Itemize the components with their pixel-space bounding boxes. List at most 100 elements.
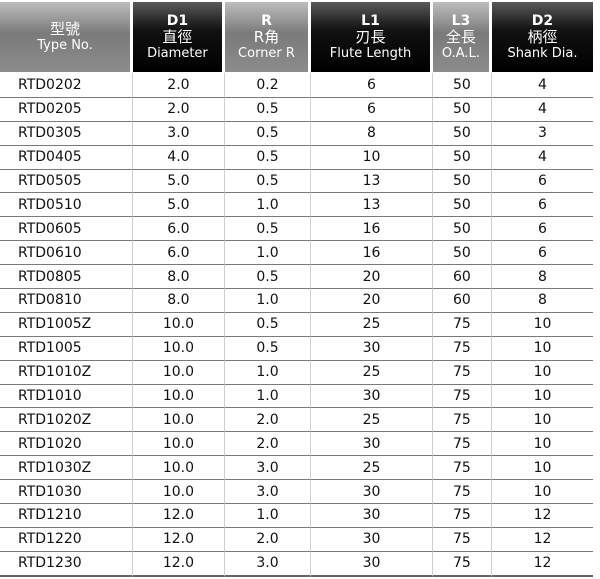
cell-shank-dia: 10 [491,456,593,481]
cell-type-no: RTD1220 [0,527,133,552]
cell-diameter: 5.0 [133,169,225,194]
cell-type-no: RTD1005 [0,336,133,361]
cell-type-no: RTD1020 [0,432,133,457]
cell-shank-dia: 12 [491,552,593,577]
cell-corner-r: 0.5 [224,265,312,290]
cell-type-no: RTD0305 [0,121,133,146]
cell-flute-length: 13 [311,193,433,218]
cell-oal: 75 [432,504,492,528]
header-en: Shank Dia. [507,45,578,61]
header-code: R [261,12,272,29]
cell-diameter: 12.0 [133,551,225,577]
cell-shank-dia: 10 [491,313,593,337]
cell-oal: 75 [432,432,492,457]
cell-diameter: 5.0 [133,193,225,218]
header-type-no: 型號 Type No. [0,2,133,72]
cell-diameter: 6.0 [133,241,225,266]
cell-type-no: RTD1030 [0,480,133,505]
cell-corner-r: 0.5 [224,145,312,170]
cell-type-no: RTD0405 [0,145,133,170]
cell-shank-dia: 10 [491,408,593,433]
cell-flute-length: 6 [311,72,433,98]
cell-corner-r: 0.5 [224,312,312,337]
cell-flute-length: 16 [311,241,433,266]
cell-oal: 50 [432,193,492,218]
header-oal: L3 全長 O.A.L. [432,2,492,72]
header-en: Corner R [238,45,295,61]
cell-shank-dia: 4 [491,146,593,170]
cell-flute-length: 30 [311,384,433,409]
table-row: RTD1210 12.0 1.0 30 75 12 [0,504,593,528]
header-en: Diameter [147,45,208,61]
table-row: RTD1010Z 10.0 1.0 25 75 10 [0,360,593,385]
cell-corner-r: 0.5 [224,217,312,242]
cell-diameter: 12.0 [133,504,225,528]
cell-flute-length: 25 [311,408,433,433]
header-cjk: R角 [253,27,280,46]
table-row: RTD1005Z 10.0 0.5 25 75 10 [0,312,593,337]
cell-type-no: RTD0610 [0,241,133,266]
cell-shank-dia: 3 [491,122,593,146]
cell-diameter: 2.0 [133,97,225,122]
cell-oal: 75 [432,480,492,505]
cell-type-no: RTD1210 [0,504,133,528]
cell-oal: 50 [432,169,492,194]
cell-type-no: RTD1005Z [0,312,133,337]
cell-shank-dia: 10 [491,385,593,409]
cell-flute-length: 30 [311,432,433,457]
cell-diameter: 10.0 [133,480,225,505]
header-code: L3 [451,12,471,29]
cell-shank-dia: 10 [491,432,593,457]
table-body: RTD0202 2.0 0.2 6 50 4 RTD0205 2.0 0.5 6 50 4 RTD030… [0,72,593,577]
table-row: RTD1005 10.0 0.5 30 75 10 [0,336,593,361]
cell-corner-r: 1.0 [224,504,312,528]
cell-oal: 75 [432,336,492,361]
cell-diameter: 3.0 [133,121,225,146]
table-row: RTD0202 2.0 0.2 6 50 4 [0,72,593,98]
header-cjk: 型號 [49,20,80,38]
table-row: RTD0605 6.0 0.5 16 50 6 [0,217,593,242]
header-row: 型號 Type No. D1 直徑 Diameter R R角 Corner R L1 刃長 Flu… [0,2,593,72]
cell-flute-length: 16 [311,217,433,242]
table-row: RTD1010 10.0 1.0 30 75 10 [0,384,593,409]
cell-corner-r: 0.2 [224,72,312,98]
cell-shank-dia: 12 [491,528,593,552]
cell-corner-r: 1.0 [224,193,312,218]
header-cjk: 直徑 [162,27,193,46]
cell-diameter: 10.0 [133,312,225,337]
cell-oal: 50 [432,241,492,266]
header-cjk: 刃長 [355,27,386,46]
cell-shank-dia: 4 [491,98,593,122]
table-row: RTD0405 4.0 0.5 10 50 4 [0,145,593,170]
cell-oal: 75 [432,360,492,385]
cell-diameter: 8.0 [133,289,225,313]
cell-corner-r: 3.0 [224,456,312,481]
cell-diameter: 2.0 [133,72,225,98]
header-code: D2 [531,12,554,29]
cell-shank-dia: 4 [491,72,593,98]
cell-oal: 75 [432,456,492,481]
cell-oal: 75 [432,384,492,409]
cell-shank-dia: 10 [491,337,593,361]
cell-corner-r: 0.5 [224,336,312,361]
cell-oal: 50 [432,145,492,170]
cell-type-no: RTD0605 [0,217,133,242]
cell-flute-length: 13 [311,169,433,194]
cell-oal: 50 [432,72,492,98]
cell-shank-dia: 6 [491,170,593,194]
table-row: RTD0510 5.0 1.0 13 50 6 [0,193,593,218]
table-row: RTD0805 8.0 0.5 20 60 8 [0,265,593,290]
cell-corner-r: 3.0 [224,480,312,505]
cell-oal: 60 [432,265,492,290]
cell-oal: 75 [432,312,492,337]
table-row: RTD0610 6.0 1.0 16 50 6 [0,241,593,266]
header-en: O.A.L. [441,45,480,61]
table-row: RTD0205 2.0 0.5 6 50 4 [0,97,593,122]
cell-flute-length: 8 [311,121,433,146]
cell-oal: 50 [432,97,492,122]
cell-diameter: 8.0 [133,265,225,290]
table-row: RTD0810 8.0 1.0 20 60 8 [0,289,593,313]
cell-type-no: RTD0205 [0,97,133,122]
cell-flute-length: 25 [311,312,433,337]
